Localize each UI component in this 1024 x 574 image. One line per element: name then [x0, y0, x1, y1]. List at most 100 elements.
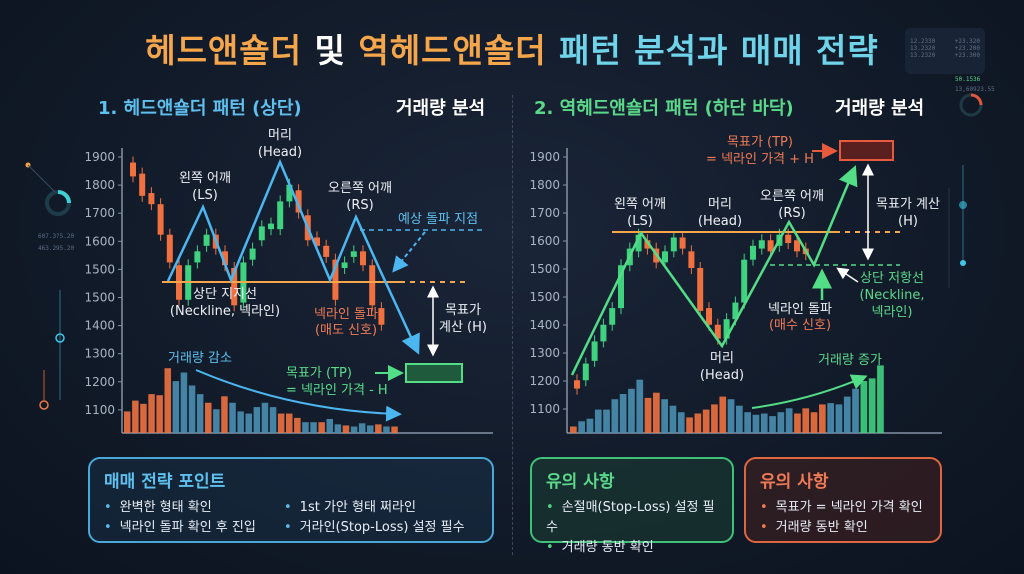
candle [714, 324, 721, 339]
volume-bar [586, 418, 594, 433]
candle [600, 324, 607, 342]
candle [609, 308, 616, 325]
target-box [405, 363, 463, 383]
label-head: 머리 (Head) [699, 351, 745, 383]
volume-bar [694, 413, 702, 433]
candle [618, 265, 624, 309]
caution-box-green: 유의 사항 손절매(Stop-Loss) 설정 필수거래량 동반 확인 [530, 457, 734, 555]
volume-bar [760, 413, 768, 433]
label-target-price: 목표가 (TP) = 넥라인 가격 - H [286, 366, 388, 398]
volume-bar [719, 396, 727, 433]
y-tick-label: 1700 [84, 206, 115, 220]
volume-bar [611, 399, 619, 433]
volume-bar [172, 381, 180, 433]
volume-bar [603, 409, 610, 433]
candle [341, 262, 348, 268]
pattern-line [166, 158, 420, 355]
volume-bar [213, 409, 220, 433]
y-tick-label: 1100 [529, 402, 560, 416]
candle [723, 319, 730, 339]
y-tick-label: 1200 [84, 375, 115, 389]
y-tick-label: 1100 [84, 403, 115, 417]
caution-item: 거래량 동반 확인 [760, 518, 926, 538]
volume-bar [237, 411, 244, 433]
decor-ticker-panel: 12.2330 +23.320 13.2320 +23.200 13.2320 +23… [905, 28, 985, 74]
candle [277, 201, 284, 230]
volume-bar [310, 422, 317, 433]
label-volume-increase: 거래량 증가 [818, 353, 882, 368]
volume-bar [383, 426, 390, 433]
strategy-item: 완벽한 형태 확인 [104, 498, 284, 518]
label-left-shoulder: 왼쪽 어깨 (LS) [614, 197, 666, 229]
y-tick-label: 1300 [84, 347, 115, 361]
right-volume-heading: 거래량 분석 [835, 98, 925, 119]
volume-bar [752, 414, 760, 433]
decor-value: +23.200 [954, 45, 980, 52]
candle [697, 268, 704, 311]
left-heading: 1. 헤드앤숄더 패턴 (상단) [98, 98, 302, 119]
y-tick-label: 1500 [529, 262, 560, 276]
title-part: 헤드앤숄더 [145, 31, 303, 70]
label-right-shoulder: 오른쪽 어깨 (RS) [760, 189, 824, 221]
strategy-title: 매매 전략 포인트 [104, 472, 226, 492]
y-tick-label: 1900 [529, 150, 560, 164]
volume-bar [810, 412, 818, 433]
volume-bar [180, 372, 188, 433]
y-tick-label: 1800 [84, 178, 115, 192]
caution-title: 유의 사항 [760, 472, 829, 492]
volume-bar [245, 413, 252, 433]
y-tick-label: 1400 [84, 319, 115, 333]
y-tick-label: 1300 [529, 346, 560, 360]
y-tick-label: 1500 [84, 291, 115, 305]
y-tick-label: 1200 [529, 374, 560, 388]
decor-value: 607.3?5.20 [38, 233, 75, 240]
label-expected-break: 예상 돌파 지점 [398, 212, 479, 227]
caution-box-red: 유의 사항 목표가 = 넥라인 가격 확인거래량 동반 확인 [744, 457, 942, 543]
volume-bar [253, 407, 261, 433]
y-tick-label: 1600 [84, 234, 115, 248]
volume-bar [286, 413, 293, 433]
candle [130, 162, 136, 177]
volume-bar [188, 385, 196, 433]
candle [635, 234, 642, 252]
candle [794, 240, 800, 252]
candle [203, 234, 210, 246]
volume-bar [205, 402, 212, 433]
volume-bar [744, 412, 751, 433]
resistance-pointer [836, 267, 859, 283]
candle [679, 237, 686, 249]
candle [268, 223, 274, 230]
strategy-item: 거라인(Stop-Loss) 설정 필수 [284, 518, 478, 538]
caution-item: 목표가 = 넥라인 가격 확인 [760, 498, 926, 518]
caution-title: 유의 사항 [546, 472, 615, 492]
volume-bar [140, 403, 147, 433]
decor-value: 13.2320 [910, 45, 936, 52]
candle [148, 193, 155, 205]
candle [750, 245, 756, 260]
volume-bar [644, 397, 652, 433]
decor-value: 13,60923.55 [955, 86, 995, 93]
candle [332, 259, 339, 300]
volume-trend-arrow [751, 374, 868, 409]
candle [591, 341, 598, 361]
volume-bar [702, 409, 710, 433]
caution-item: 거래량 동반 확인 [546, 538, 718, 558]
volume-bar [877, 365, 884, 433]
volume-bar [777, 412, 785, 433]
volume-bar [334, 424, 342, 433]
title-part: 및 [314, 31, 346, 70]
volume-bar [802, 408, 810, 433]
volume-bar [302, 422, 309, 433]
label-neckline: 상단 지지선 (Neckline, 넥라인) [169, 287, 281, 319]
caution-item: 손절매(Stop-Loss) 설정 필수 [546, 498, 718, 538]
label-left-shoulder: 왼쪽 어깨 (LS) [179, 171, 231, 203]
y-tick-label: 1700 [529, 206, 560, 220]
candle [157, 204, 164, 235]
volume-bar [669, 405, 677, 433]
volume-bar [358, 423, 366, 433]
decor-value: 50.1536 [955, 76, 981, 83]
volume-bar [852, 388, 859, 433]
candle [231, 268, 238, 306]
volume-bar [868, 378, 876, 433]
